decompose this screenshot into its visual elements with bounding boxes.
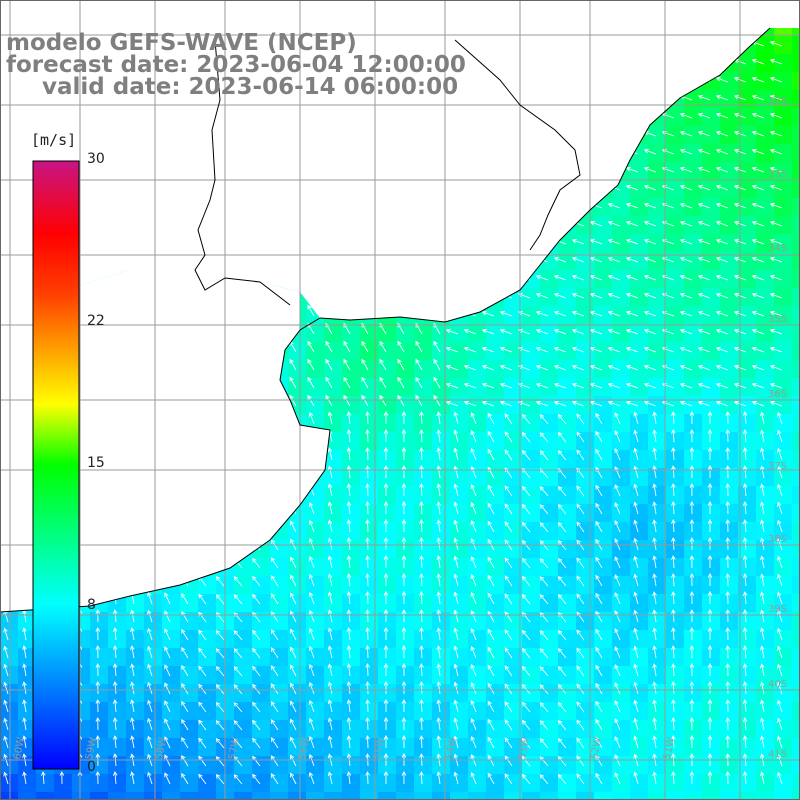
latitude-label: 36S <box>768 389 787 400</box>
longitude-label: 55W <box>372 736 387 760</box>
coordinate-labels: 32S 33S 34S 35S 36S 37S 38S 39S 40S 41S 60W 59W 58W 5… <box>12 96 787 761</box>
longitude-label: 60W <box>12 736 27 760</box>
land-mass <box>0 0 800 322</box>
latitude-label: 34S <box>768 243 787 254</box>
latitude-label: 40S <box>768 679 787 690</box>
colorbar-tick-label: 30 <box>87 151 105 167</box>
latitude-label: 39S <box>768 604 787 615</box>
model-title: modelo GEFS-WAVE (NCEP) <box>6 30 357 56</box>
latitude-label: 37S <box>768 461 787 472</box>
colorbar-tick-label: 8 <box>87 596 96 613</box>
colorbar-tick-label: 0 <box>87 759 96 775</box>
longitude-label: 53W <box>517 736 532 760</box>
longitude-label: 57W <box>227 736 242 760</box>
colorbar-unit: [m/s] <box>31 131 77 149</box>
longitude-label: 51W <box>662 736 677 760</box>
forecast-date: forecast date: 2023-06-04 12:00:00 <box>6 52 466 78</box>
colorbar-scale <box>32 160 80 770</box>
longitude-label: 59W <box>84 736 99 760</box>
coastline <box>0 27 771 613</box>
colorbar-tick-label: 22 <box>87 313 105 330</box>
colorbar <box>32 160 80 770</box>
longitude-label: 56W <box>297 736 312 760</box>
longitude-label: 58W <box>154 736 169 760</box>
latitude-label: 32S <box>768 96 787 107</box>
latitude-label: 38S <box>768 534 787 545</box>
colorbar-tick-label: 15 <box>87 455 105 471</box>
longitude-label: 54W <box>444 736 459 760</box>
latitude-label: 41S <box>768 749 787 760</box>
land-mass-south <box>0 270 330 612</box>
latitude-label: 33S <box>768 169 787 180</box>
valid-date: valid date: 2023-06-14 06:00:00 <box>42 74 459 100</box>
latitude-label: 35S <box>768 314 787 325</box>
longitude-label: 52W <box>589 736 604 760</box>
